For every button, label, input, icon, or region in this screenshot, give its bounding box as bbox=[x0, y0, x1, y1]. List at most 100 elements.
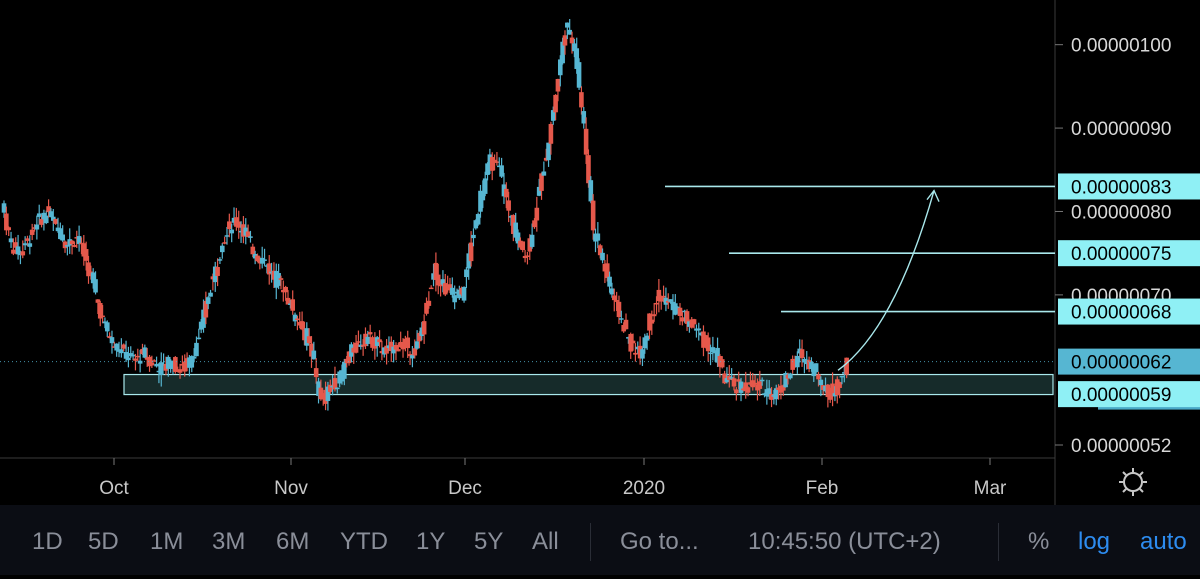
candle bbox=[201, 299, 206, 333]
range-all-button[interactable]: All bbox=[532, 528, 559, 555]
candle-body bbox=[461, 287, 467, 301]
candle-body bbox=[834, 379, 840, 396]
candle-body bbox=[602, 263, 608, 272]
candle bbox=[255, 253, 260, 263]
candle-body bbox=[489, 157, 495, 171]
candle bbox=[583, 117, 589, 165]
range-1d-button[interactable]: 1D bbox=[32, 528, 63, 555]
candle-body bbox=[539, 173, 544, 191]
price-chart[interactable]: 0.00000100 0.00000090 0.00000080 0.00000070… bbox=[0, 0, 1200, 505]
candle-body bbox=[799, 349, 805, 359]
candle-body bbox=[682, 310, 687, 313]
candle-body bbox=[285, 297, 291, 305]
candle bbox=[32, 224, 37, 232]
candle bbox=[264, 263, 270, 274]
candle bbox=[670, 294, 676, 320]
candle-body bbox=[36, 213, 42, 217]
candle bbox=[675, 306, 680, 314]
candle-body bbox=[471, 234, 476, 239]
candle bbox=[36, 204, 42, 225]
candle-body bbox=[820, 385, 826, 390]
percent-scale-button[interactable]: % bbox=[1028, 528, 1050, 555]
candle-body bbox=[729, 377, 734, 379]
candle bbox=[717, 354, 723, 378]
candle bbox=[715, 337, 720, 367]
candle bbox=[391, 339, 396, 363]
range-ytd-button[interactable]: YTD bbox=[340, 528, 388, 555]
candle bbox=[76, 225, 82, 252]
toolbar-divider bbox=[998, 523, 999, 561]
candle-body bbox=[518, 240, 523, 248]
candle-body bbox=[259, 257, 265, 264]
candle bbox=[257, 256, 263, 270]
candle-body bbox=[726, 375, 732, 380]
candle bbox=[827, 387, 833, 403]
candle-body bbox=[532, 220, 537, 228]
candle bbox=[546, 142, 551, 167]
range-3m-button[interactable]: 3M bbox=[212, 528, 246, 555]
candle bbox=[452, 285, 457, 310]
clock-timezone-button[interactable]: 10:45:50 (UTC+2) bbox=[748, 528, 941, 555]
candle bbox=[748, 371, 753, 387]
candle-body bbox=[450, 287, 455, 295]
candle-body bbox=[748, 382, 753, 385]
candle bbox=[119, 338, 124, 358]
candle bbox=[832, 386, 838, 402]
candle-body bbox=[696, 328, 702, 331]
candle-body bbox=[393, 344, 399, 350]
candle bbox=[358, 334, 364, 350]
range-1m-button[interactable]: 1M bbox=[150, 528, 184, 555]
candle bbox=[783, 371, 788, 388]
candle-body bbox=[738, 381, 744, 393]
log-scale-button[interactable]: log bbox=[1078, 528, 1111, 555]
candle-body bbox=[238, 230, 244, 233]
candle-body bbox=[372, 337, 378, 349]
candle bbox=[360, 339, 366, 356]
candle bbox=[687, 320, 692, 333]
candle-body bbox=[353, 342, 359, 353]
range-1y-button[interactable]: 1Y bbox=[416, 528, 446, 555]
candle-body bbox=[107, 336, 112, 339]
candle-body bbox=[710, 347, 716, 353]
candle bbox=[651, 303, 657, 322]
candle bbox=[696, 322, 702, 341]
projection-arrow[interactable] bbox=[837, 190, 935, 371]
candle bbox=[433, 252, 439, 292]
candle-body bbox=[257, 260, 263, 264]
candle-body bbox=[379, 351, 385, 354]
candle bbox=[724, 367, 730, 384]
candle bbox=[825, 384, 831, 408]
candle bbox=[842, 364, 847, 383]
candle-body bbox=[83, 249, 89, 261]
auto-scale-button[interactable]: auto bbox=[1140, 528, 1187, 555]
candle-body bbox=[76, 236, 82, 244]
candle-body bbox=[778, 385, 784, 393]
candle bbox=[736, 371, 741, 389]
chart-canvas[interactable]: 0.000001000.000000900.000000800.00000070… bbox=[0, 0, 1200, 505]
settings-gear-icon[interactable] bbox=[1119, 468, 1147, 496]
candle-body bbox=[452, 295, 457, 303]
go-to-button[interactable]: Go to... bbox=[620, 528, 699, 555]
candle-body bbox=[762, 393, 767, 395]
candle-body bbox=[367, 332, 373, 335]
range-5d-button[interactable]: 5D bbox=[88, 528, 119, 555]
candle bbox=[13, 237, 19, 255]
candle bbox=[29, 223, 35, 241]
candle bbox=[565, 22, 570, 40]
candle-body bbox=[816, 374, 821, 380]
candle bbox=[602, 259, 608, 284]
candle-body bbox=[827, 392, 833, 400]
candle bbox=[335, 387, 340, 394]
candle-body bbox=[485, 163, 490, 175]
candle-body bbox=[198, 321, 204, 330]
candle-body bbox=[576, 62, 582, 88]
candle-body bbox=[396, 349, 401, 352]
range-6m-button[interactable]: 6M bbox=[276, 528, 310, 555]
candle-body bbox=[135, 355, 141, 358]
candle-body bbox=[187, 357, 192, 368]
candle bbox=[799, 339, 805, 367]
range-5y-button[interactable]: 5Y bbox=[474, 528, 504, 555]
candle-body bbox=[278, 278, 284, 280]
candle-body bbox=[790, 358, 795, 370]
candle bbox=[661, 285, 666, 303]
